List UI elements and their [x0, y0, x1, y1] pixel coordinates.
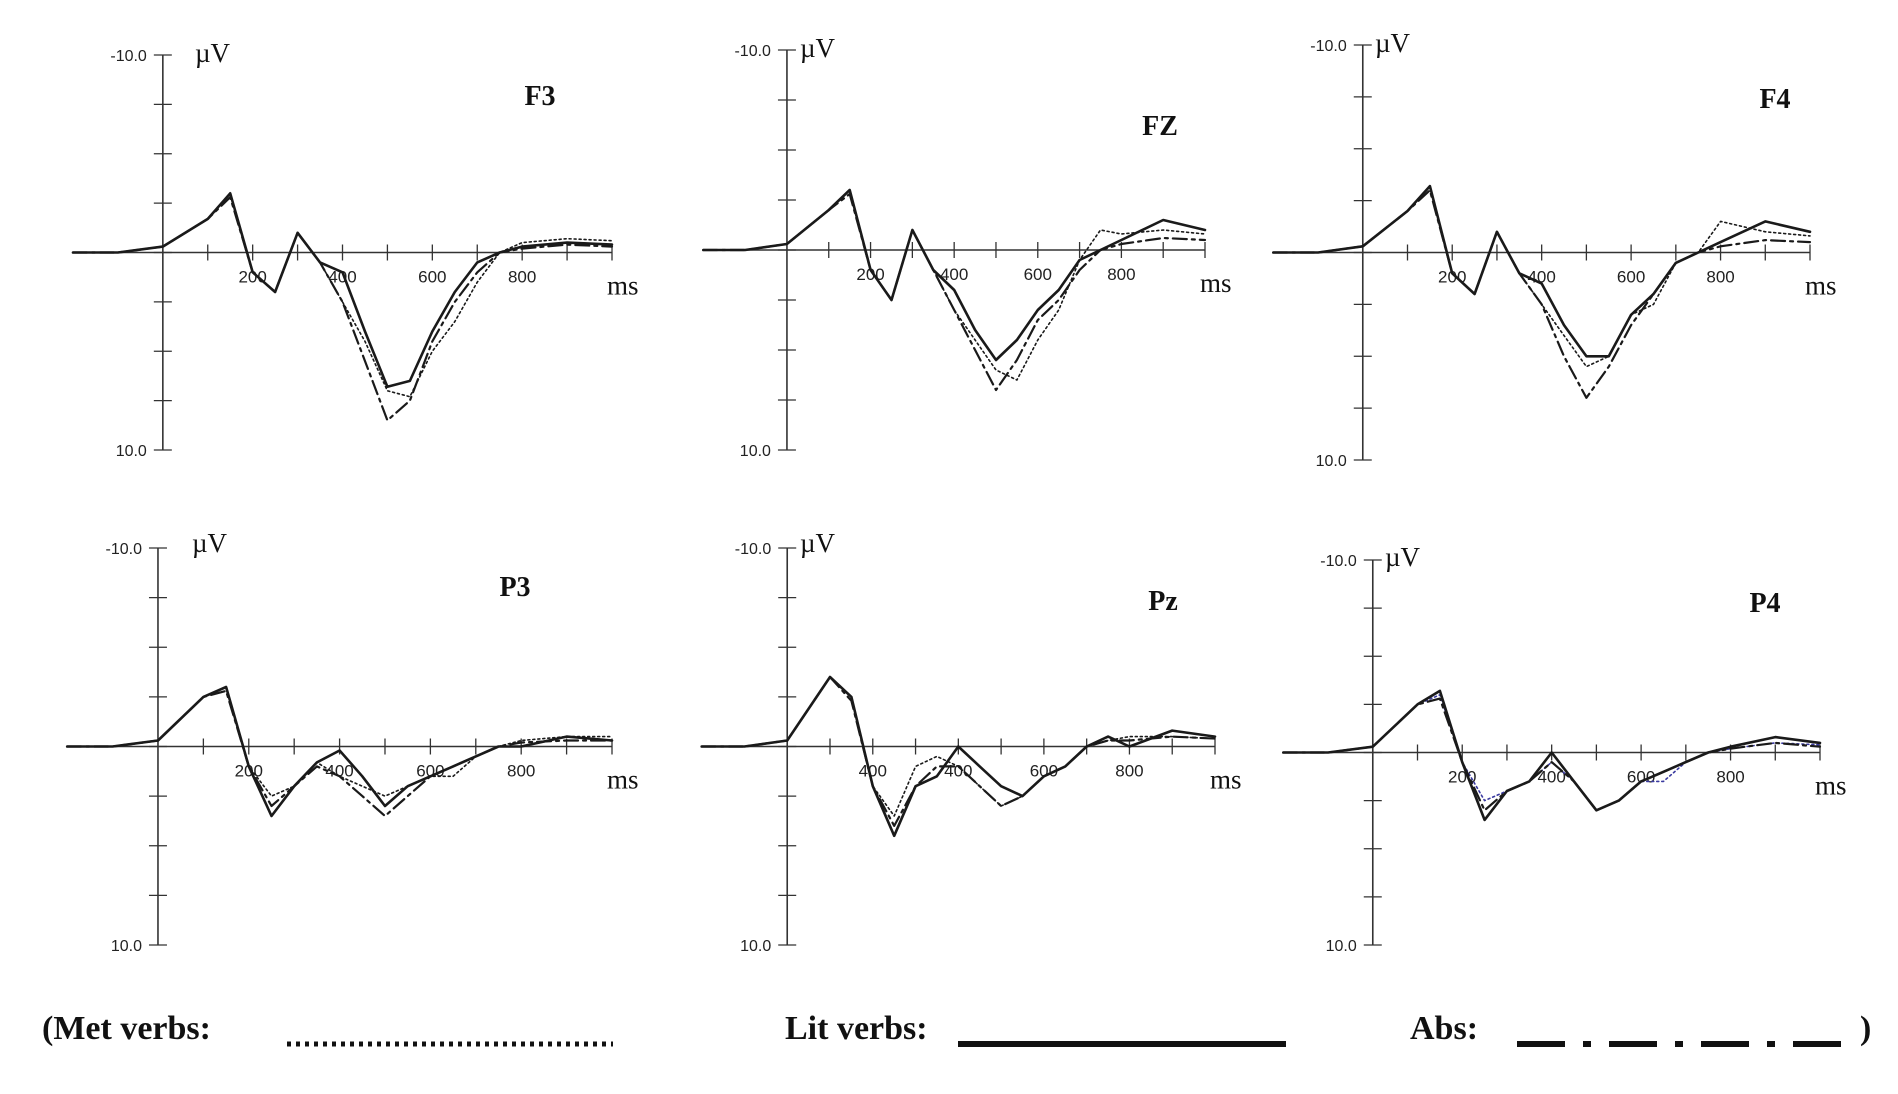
p4-xlabel: ms — [1815, 771, 1847, 801]
pz-y-tick-label-bottom: 10.0 — [740, 938, 771, 955]
fz-ylabel: µV — [800, 33, 836, 63]
p4-ylabel: µV — [1385, 542, 1421, 572]
pz-xlabel: ms — [1210, 765, 1242, 795]
p3-series-solid — [65, 685, 614, 818]
fz-y-tick-label-bottom: 10.0 — [740, 443, 771, 460]
p4-y-tick-label-top: -10.0 — [1320, 553, 1357, 570]
fz-series-dotted — [702, 189, 1206, 381]
f4-series-solid — [1272, 184, 1812, 358]
pz-series-solid — [700, 675, 1217, 838]
f4-x-tick-label: 600 — [1617, 268, 1645, 287]
fz-series-solid — [702, 188, 1207, 362]
p4-x-tick-label: 400 — [1537, 768, 1565, 787]
fz-xlabel: ms — [1200, 268, 1232, 298]
f4-y-tick-label-top: -10.0 — [1310, 38, 1347, 55]
legend: (Met verbs: Lit verbs: Abs: ) — [0, 1010, 1898, 1070]
f3-x-tick-label: 600 — [418, 268, 446, 287]
f3-x-tick-label: 200 — [238, 268, 266, 287]
p3-y-tick-label-top: -10.0 — [106, 541, 143, 558]
p3-y-tick-label-bottom: 10.0 — [111, 938, 142, 955]
legend-abs-swatch — [1517, 1041, 1843, 1047]
f3-series-solid — [71, 192, 614, 389]
pz-y-tick-label-top: -10.0 — [735, 541, 772, 558]
p3-x-tick-label: 200 — [235, 762, 263, 781]
p3-ylabel: µV — [192, 528, 228, 558]
f4-title: F4 — [1759, 84, 1790, 115]
p3-xlabel: ms — [607, 765, 639, 795]
p4-x-tick-label: 800 — [1716, 768, 1744, 787]
p4-series-solid — [1282, 689, 1822, 822]
p4-title: P4 — [1749, 588, 1780, 619]
f3-y-tick-label-bottom: 10.0 — [116, 443, 147, 460]
pz-x-tick-label: 600 — [1030, 762, 1058, 781]
p4-y-tick-label-bottom: 10.0 — [1326, 938, 1357, 955]
f3-x-tick-label: 800 — [508, 268, 536, 287]
fz-x-tick-label: 600 — [1024, 265, 1052, 284]
legend-abs-label: Abs: — [1410, 1010, 1479, 1047]
legend-lit-label: Lit verbs: — [785, 1010, 928, 1047]
f4-x-tick-label: 200 — [1438, 268, 1466, 287]
legend-lit-swatch — [958, 1041, 1286, 1047]
fz-x-tick-label: 400 — [940, 265, 968, 284]
p3-x-tick-label: 800 — [507, 762, 535, 781]
f3-title: F3 — [524, 81, 555, 112]
pz-x-tick-label: 800 — [1115, 762, 1143, 781]
p3-x-tick-label: 600 — [416, 762, 444, 781]
f3-series-dash-dot — [71, 196, 614, 422]
legend-close-paren: ) — [1860, 1010, 1872, 1047]
pz-title: Pz — [1148, 586, 1178, 617]
f4-y-tick-label-bottom: 10.0 — [1316, 453, 1347, 470]
f3-series-dotted — [72, 192, 613, 398]
f4-series-dash-dot — [1272, 189, 1812, 399]
pz-x-tick-label: 400 — [944, 762, 972, 781]
erp-figure: -10.0 10.0 200 400 600 800 µV ms F3 -10.0 10.0 200 4… — [65, 28, 1847, 955]
legend-met-swatch — [287, 1041, 613, 1047]
p3-title: P3 — [499, 572, 530, 603]
f3-y-tick-label-top: -10.0 — [110, 48, 147, 65]
f4-ylabel: µV — [1375, 28, 1411, 58]
f3-ylabel: µV — [195, 38, 231, 68]
fz-x-tick-label: 800 — [1107, 265, 1135, 284]
f3-xlabel: ms — [607, 271, 639, 301]
pz-x-tick-label: 400 — [859, 762, 887, 781]
p3-x-tick-label: 400 — [325, 762, 353, 781]
f4-x-tick-label: 800 — [1706, 268, 1734, 287]
legend-met-label: (Met verbs: — [42, 1010, 211, 1047]
fz-title: FZ — [1142, 111, 1178, 142]
f4-xlabel: ms — [1805, 271, 1837, 301]
f3-x-tick-label: 400 — [328, 268, 356, 287]
pz-ylabel: µV — [800, 528, 836, 558]
fz-y-tick-label-top: -10.0 — [734, 43, 771, 60]
